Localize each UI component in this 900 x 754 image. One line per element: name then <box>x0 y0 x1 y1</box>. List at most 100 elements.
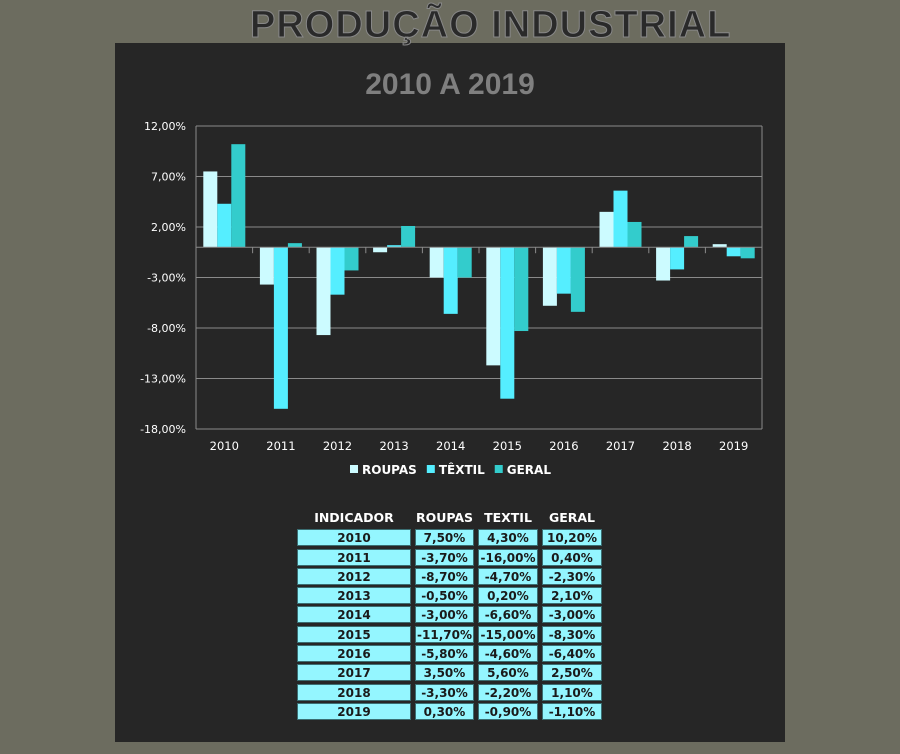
table-cell: 7,50% <box>415 529 474 547</box>
table-cell: -0,90% <box>478 702 538 720</box>
table-cell: 0,30% <box>415 702 474 720</box>
table-cell: -3,00% <box>542 606 602 624</box>
column-header: INDICADOR <box>314 510 394 525</box>
table-cell: -8,30% <box>542 625 602 643</box>
table-cell: 4,30% <box>478 529 538 547</box>
y-tick-label: 2,00% <box>151 221 186 234</box>
legend-swatch <box>494 465 503 473</box>
bar-roupas <box>259 247 274 285</box>
table-cell: 2,50% <box>542 664 602 682</box>
table-row: 2017 3,50% 5,60% 2,50% <box>295 664 606 683</box>
x-tick-label: 2011 <box>266 439 295 453</box>
table-row: 2014 -3,00% -6,60% -3,00% <box>295 606 606 625</box>
x-tick-label: 2013 <box>379 439 408 453</box>
bar-geral <box>684 236 699 248</box>
x-tick-label: 2015 <box>493 439 522 453</box>
table-row: 2015 -11,70% -15,00% -8,30% <box>295 625 606 645</box>
bar-têxtil <box>217 203 232 248</box>
table-cell: -8,70% <box>415 567 474 585</box>
column-header: TEXTIL <box>484 510 532 525</box>
table-cell: -3,30% <box>415 683 474 701</box>
table-cell: -6,40% <box>542 645 602 663</box>
bar-roupas <box>316 247 331 336</box>
table-cell: 2014 <box>297 606 411 624</box>
table-cell: 0,20% <box>478 587 538 605</box>
chart-title: 2010 A 2019 <box>365 68 535 101</box>
bar-chart: 12,00% 7,00% 2,00% -3,00% -8,00% -13,00% -18,0… <box>140 120 763 477</box>
table-row: 2010 7,50% 4,30% 10,20% <box>295 529 606 548</box>
bar-geral <box>231 144 246 248</box>
chart-panel <box>115 43 785 742</box>
bar-têxtil <box>556 247 571 294</box>
y-tick-label: 12,00% <box>144 120 186 133</box>
table-row: 2018 -3,30% -2,20% 1,10% <box>295 683 606 703</box>
table-cell: -6,60% <box>478 606 538 624</box>
y-tick-label: -18,00% <box>140 423 186 436</box>
legend-swatch <box>350 465 358 473</box>
table-row: 2016 -5,80% -4,60% -6,40% <box>295 645 606 664</box>
table-cell: -3,00% <box>415 606 474 624</box>
x-tick-label: 2012 <box>323 439 352 453</box>
bar-têxtil <box>387 245 402 248</box>
table-cell: 10,20% <box>542 529 602 547</box>
x-tick-label: 2018 <box>662 439 691 453</box>
column-header: ROUPAS <box>415 510 474 525</box>
bar-roupas <box>429 247 444 278</box>
main-title: PRODUÇÃO INDUSTRIAL <box>249 4 732 47</box>
y-tick-label: -13,00% <box>140 373 186 386</box>
legend-label: ROUPAS <box>362 463 417 477</box>
legend-swatch <box>426 465 435 473</box>
table-cell: 5,60% <box>478 664 538 682</box>
x-tick-label: 2017 <box>606 439 635 453</box>
x-tick-label: 2019 <box>719 439 748 453</box>
table-row: 2013 -0,50% 0,20% 2,10% <box>295 587 606 606</box>
x-tick-label: 2016 <box>549 439 578 453</box>
legend-label: GERAL <box>507 463 552 477</box>
table-header: INDICADOR ROUPAS TEXTIL GERAL <box>295 510 606 529</box>
table-cell: -4,70% <box>478 567 538 585</box>
table-cell: 2013 <box>297 587 411 605</box>
bar-roupas <box>656 247 671 281</box>
bar-geral <box>344 247 359 271</box>
data-table: INDICADOR ROUPAS TEXTIL GERAL 2010 7,50% 4,30%… <box>295 510 606 722</box>
table-cell: -0,50% <box>415 587 474 605</box>
table-cell: -4,60% <box>478 645 538 663</box>
x-tick-label: 2010 <box>210 439 239 453</box>
table-cell: 1,10% <box>542 683 602 701</box>
table-cell: 2018 <box>297 683 411 701</box>
table-cell: 2010 <box>297 529 411 547</box>
y-tick-label: 7,00% <box>151 171 186 184</box>
bar-geral <box>457 247 472 278</box>
bar-geral <box>570 247 585 312</box>
bar-têxtil <box>443 247 458 314</box>
table-cell: 2011 <box>297 548 411 566</box>
bar-geral <box>740 247 755 259</box>
table-cell: 2019 <box>297 702 411 720</box>
bar-roupas <box>486 247 501 366</box>
table-cell: 2015 <box>297 625 411 643</box>
bar-têxtil <box>330 247 345 295</box>
legend-label: TÊXTIL <box>439 462 485 477</box>
bar-roupas <box>712 244 727 248</box>
table-cell: -3,70% <box>415 548 474 566</box>
table-cell: 0,40% <box>542 548 602 566</box>
bar-têxtil <box>273 247 288 409</box>
bar-têxtil <box>670 247 685 270</box>
bar-geral <box>627 221 642 248</box>
table-cell: -2,20% <box>478 683 538 701</box>
bar-roupas <box>373 247 388 253</box>
table-row: 2012 -8,70% -4,70% -2,30% <box>295 567 606 587</box>
table-cell: -16,00% <box>478 548 538 566</box>
table-cell: -11,70% <box>415 625 474 643</box>
table-row: 2019 0,30% -0,90% -1,10% <box>295 702 606 722</box>
y-tick-label: -3,00% <box>147 272 186 285</box>
bar-roupas <box>203 171 218 248</box>
column-header: GERAL <box>548 510 596 525</box>
table-cell: 2012 <box>297 567 411 585</box>
table-cell: 3,50% <box>415 664 474 682</box>
table-cell: -1,10% <box>542 702 602 720</box>
table-cell: 2016 <box>297 645 411 663</box>
table-cell: 2017 <box>297 664 411 682</box>
table-cell: -15,00% <box>478 625 538 643</box>
bar-têxtil <box>500 247 515 399</box>
